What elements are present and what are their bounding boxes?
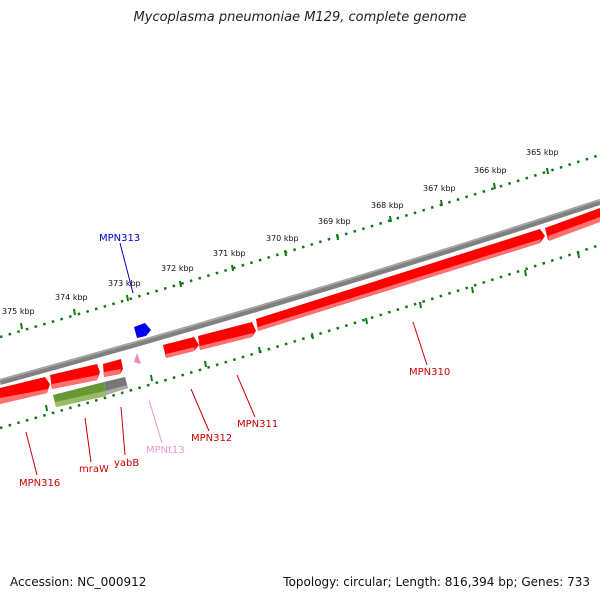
ruler-label-373: 373 kbp — [108, 279, 141, 288]
ruler-label-366: 366 kbp — [474, 166, 507, 175]
gene-MPNt13[interactable] — [134, 353, 141, 364]
gene-mraW[interactable] — [53, 382, 106, 407]
ruler-label-375: 375 kbp — [2, 307, 35, 316]
gene-label-MPN311: MPN311 — [237, 419, 278, 430]
gene-label-MPN310: MPN310 — [409, 367, 450, 378]
map-title: Mycoplasma pneumoniae M129, complete gen… — [133, 10, 467, 25]
gene-MPN312[interactable] — [163, 337, 199, 358]
gene-yabB[interactable] — [104, 377, 128, 395]
gene-label-MPN313: MPN313 — [99, 233, 140, 244]
ruler-labels: 365 kbp 366 kbp 367 kbp 368 kbp 369 kbp … — [2, 148, 559, 316]
ruler-label-365: 365 kbp — [526, 148, 559, 157]
genome-backbone — [0, 199, 600, 385]
gene-label-MPN316: MPN316 — [19, 478, 60, 489]
outer-ruler — [0, 153, 600, 339]
gene-MPN310[interactable] — [256, 229, 545, 331]
gene-MPN314[interactable] — [103, 359, 123, 377]
ruler-label-370: 370 kbp — [266, 234, 299, 243]
gene-labels: MPN313 MPN310 MPN311 MPN312 MPNt13 yabB … — [19, 233, 450, 489]
gene-label-yabB: yabB — [114, 458, 139, 469]
ruler-label-367: 367 kbp — [423, 184, 456, 193]
gene-MPN309[interactable] — [545, 208, 600, 241]
gene-MPN315[interactable] — [50, 364, 100, 389]
gene-label-MPNt13: MPNt13 — [146, 445, 185, 456]
accession-text: Accession: NC_000912 — [10, 575, 147, 589]
gene-MPN316[interactable] — [0, 377, 50, 404]
gene-label-MPN312: MPN312 — [191, 433, 232, 444]
ruler-label-372: 372 kbp — [161, 264, 194, 273]
label-leaders — [25, 242, 428, 476]
gene-label-mraW: mraW — [79, 464, 109, 475]
inner-ruler — [0, 243, 600, 430]
ruler-label-369: 369 kbp — [318, 217, 351, 226]
ruler-label-371: 371 kbp — [213, 249, 246, 258]
gene-MPN313[interactable] — [134, 323, 151, 338]
genome-summary-text: Topology: circular; Length: 816,394 bp; … — [283, 575, 590, 589]
gene-MPN311[interactable] — [198, 322, 256, 350]
ruler-label-374: 374 kbp — [55, 293, 88, 302]
ruler-label-368: 368 kbp — [371, 201, 404, 210]
